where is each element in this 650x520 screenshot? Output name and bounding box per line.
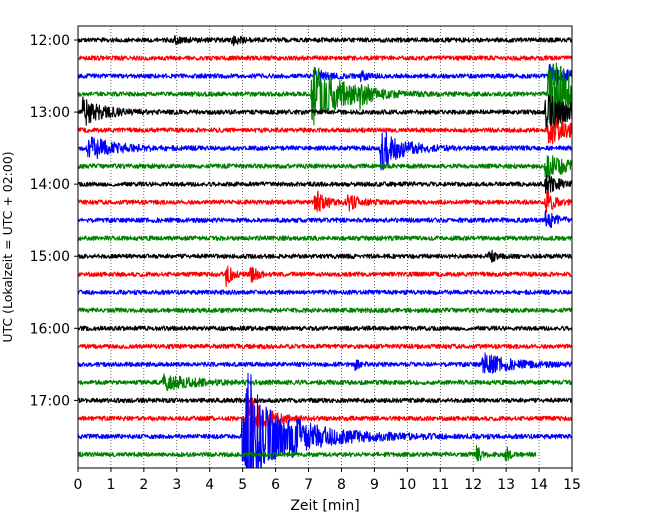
seismogram-trace	[78, 235, 572, 242]
seismogram-trace	[78, 209, 572, 229]
seismogram-trace	[78, 62, 572, 129]
x-tick-label: 15	[563, 477, 581, 493]
x-tick-label: 4	[205, 477, 214, 493]
x-tick-label: 13	[497, 477, 515, 493]
x-axis-ticks: 0 1 2 3 4 5 6 7 8 9 10 11 12 13 14 15	[74, 468, 581, 493]
seismogram-trace	[78, 130, 572, 171]
x-tick-label: 7	[304, 477, 313, 493]
x-tick-label: 6	[271, 477, 280, 493]
seismogram-trace	[78, 155, 572, 182]
seismogram-trace	[78, 397, 572, 404]
seismogram-trace	[78, 445, 537, 462]
seismogram-trace	[78, 63, 572, 88]
seismogram-traces	[78, 35, 572, 468]
seismogram-trace	[78, 249, 572, 263]
y-tick-label: 13:00	[30, 105, 70, 121]
y-tick-label: 12:00	[30, 33, 70, 49]
seismogram-trace	[78, 35, 572, 47]
seismogram-trace	[78, 175, 572, 195]
y-axis-ticks: 12:00 13:00 14:00 15:00 16:00 17:00	[30, 33, 78, 409]
seismogram-trace	[78, 265, 572, 288]
x-tick-label: 8	[337, 477, 346, 493]
x-tick-label: 5	[238, 477, 247, 493]
x-tick-label: 11	[431, 477, 449, 493]
seismogram-trace	[78, 190, 572, 213]
x-tick-label: 9	[370, 477, 379, 493]
seismogram-trace	[78, 325, 572, 332]
y-axis-title: UTC (Lokalzeit = UTC + 02:00)	[0, 151, 15, 342]
seismogram-trace	[78, 343, 572, 350]
y-tick-label: 16:00	[30, 321, 70, 337]
seismogram-trace	[78, 372, 572, 468]
seismogram-trace	[78, 55, 572, 61]
x-tick-label: 2	[139, 477, 148, 493]
x-tick-label: 0	[74, 477, 83, 493]
seismogram-trace	[78, 373, 572, 392]
x-tick-label: 14	[530, 477, 548, 493]
plot-frame	[77, 25, 573, 469]
seismogram-trace	[78, 94, 572, 129]
y-tick-label: 17:00	[30, 393, 70, 409]
seismogram-trace	[78, 289, 572, 296]
x-tick-label: 1	[106, 477, 115, 493]
y-tick-label: 14:00	[30, 177, 70, 193]
seismogram-trace	[78, 352, 572, 374]
x-tick-label: 12	[464, 477, 482, 493]
seismogram-trace	[78, 117, 572, 145]
seismogram-trace	[78, 396, 572, 446]
x-axis-title: Zeit [min]	[290, 498, 359, 514]
x-tick-label: 3	[172, 477, 181, 493]
seismogram-trace	[78, 307, 572, 314]
x-tick-label: 10	[398, 477, 416, 493]
y-tick-label: 15:00	[30, 249, 70, 265]
